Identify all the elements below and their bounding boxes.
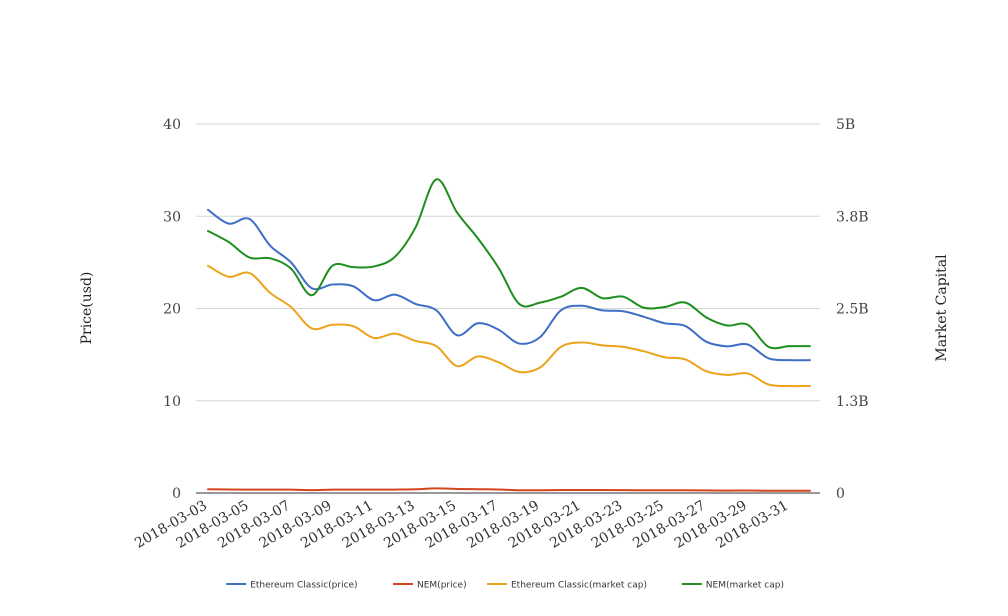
right-tick-label: 2.5B xyxy=(836,302,869,318)
legend-label: NEM(price) xyxy=(417,581,467,591)
legend-label: NEM(market cap) xyxy=(706,581,784,591)
legend: Ethereum Classic(price) NEM(price) Ethereu… xyxy=(226,581,784,591)
series-line-2 xyxy=(207,264,811,388)
right-tick-label: 5B xyxy=(836,117,855,133)
series-lines xyxy=(207,178,811,492)
left-tick-label: 20 xyxy=(163,302,181,318)
right-tick-label: 3.8B xyxy=(836,209,869,225)
right-y-axis-ticks: 0 1.3B 2.5B 3.8B 5B xyxy=(836,117,869,502)
left-tick-label: 10 xyxy=(163,394,181,410)
legend-label: Ethereum Classic(price) xyxy=(250,581,357,591)
series-line-3 xyxy=(207,178,811,350)
series-line-1 xyxy=(207,487,811,492)
left-y-axis-ticks: 0 10 20 30 40 xyxy=(163,117,181,502)
left-tick-label: 30 xyxy=(163,209,181,225)
left-axis-title: Price(usd) xyxy=(79,272,95,345)
gridlines xyxy=(196,123,820,494)
right-axis-title: Market Capital xyxy=(934,254,950,362)
series-line-0 xyxy=(207,208,811,362)
right-tick-label: 1.3B xyxy=(836,394,869,410)
right-tick-label: 0 xyxy=(836,486,845,502)
legend-label: Ethereum Classic(market cap) xyxy=(511,581,647,591)
left-tick-label: 40 xyxy=(163,117,181,133)
left-tick-label: 0 xyxy=(172,486,181,502)
x-axis-ticks: 2018-03-032018-03-052018-03-072018-03-09… xyxy=(132,498,791,552)
